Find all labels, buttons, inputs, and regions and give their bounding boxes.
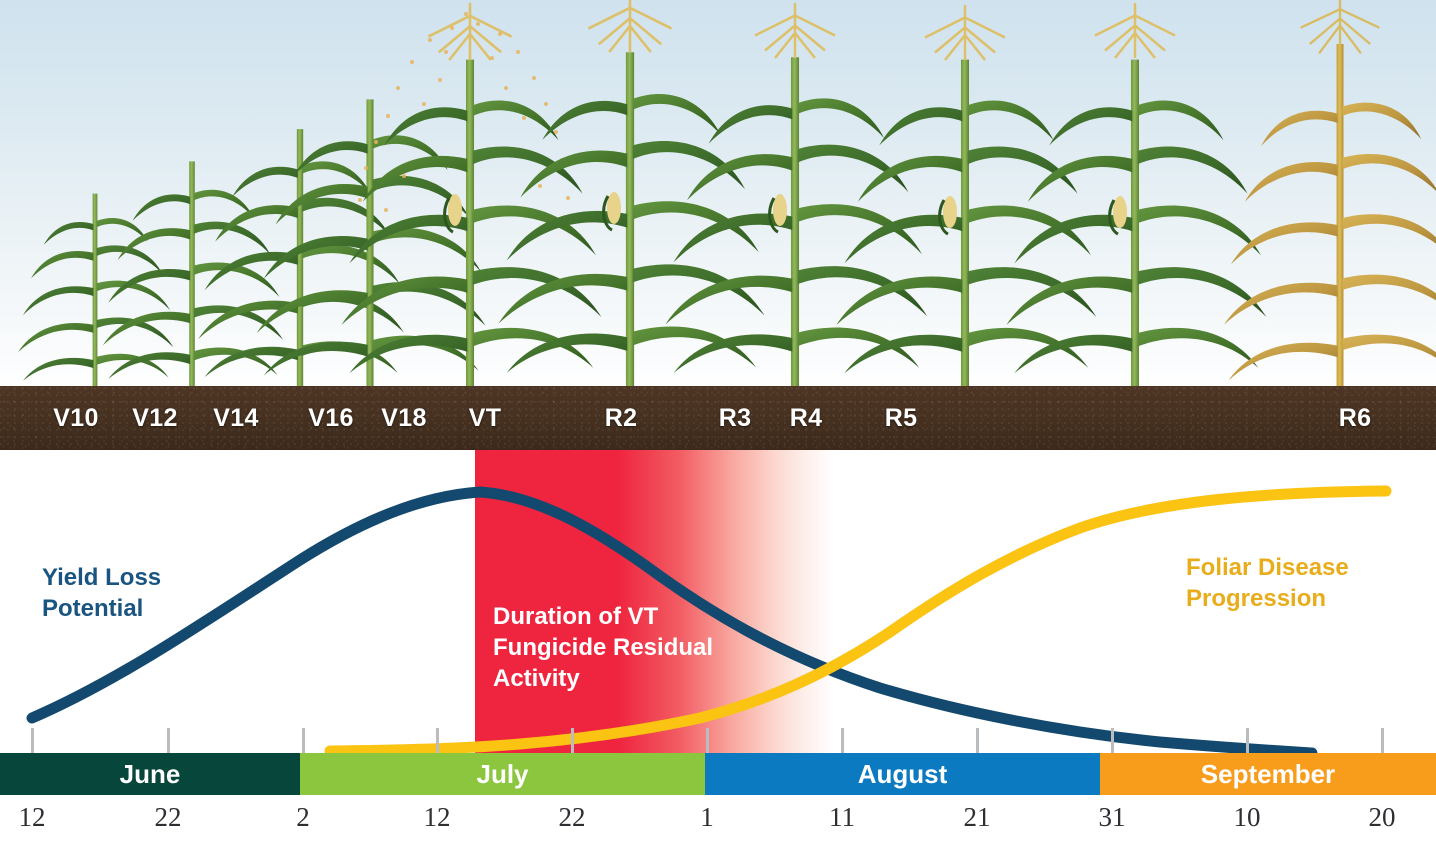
yield-loss-curve <box>26 486 1318 753</box>
date-label: 20 <box>1368 802 1396 832</box>
soil-band <box>0 386 1436 450</box>
corn-plant-v10 <box>18 193 174 392</box>
axis-tick <box>31 728 34 753</box>
foliar-disease-curve <box>324 485 1392 753</box>
corn-plant-v18-vt <box>341 1 602 392</box>
stage-label-v16: V16 <box>308 404 354 432</box>
date-label: 22 <box>558 802 586 832</box>
stage-label-r4: R4 <box>789 404 823 432</box>
stage-label-r5: R5 <box>884 404 918 432</box>
corn-plant-v16 <box>256 99 486 392</box>
axis-tick <box>167 728 170 753</box>
month-july: July <box>300 753 705 795</box>
month-august: August <box>705 753 1100 795</box>
date-label: 10 <box>1233 802 1261 832</box>
axis-tick <box>571 728 574 753</box>
date-label: 31 <box>1098 802 1126 832</box>
axis-tick <box>302 728 305 753</box>
stage-label-v10: V10 <box>53 404 99 432</box>
axis-tick <box>706 728 709 753</box>
month-bar: June July August September <box>0 753 1436 795</box>
corn-plant-r6-senesced <box>1222 0 1436 392</box>
axis-tick <box>436 728 439 753</box>
axis-tick <box>1381 728 1384 753</box>
stage-label-v18: V18 <box>381 404 427 432</box>
date-label: 22 <box>154 802 182 832</box>
date-axis: 12 22 2 12 22 1 11 21 31 10 20 <box>0 795 1436 853</box>
date-label: 1 <box>700 802 714 832</box>
corn-plant-r4 <box>836 3 1097 392</box>
corn-plant-r5 <box>1006 1 1267 392</box>
residual-activity-annotation: Duration of VT Fungicide Residual Activi… <box>493 603 714 692</box>
stage-label-r2: R2 <box>604 404 638 432</box>
yield-loss-annotation: Yield Loss Potential <box>42 564 162 622</box>
stage-label-vt: VT <box>468 404 502 432</box>
month-september: September <box>1100 753 1436 795</box>
axis-tick <box>976 728 979 753</box>
stage-label-r3: R3 <box>718 404 752 432</box>
axis-tick <box>841 728 844 753</box>
stage-label-r6: R6 <box>1338 404 1372 432</box>
curve-lines <box>26 485 1392 753</box>
date-label: 12 <box>423 802 451 832</box>
foliar-disease-annotation: Foliar Disease Progression <box>1186 554 1349 612</box>
stage-label-v14: V14 <box>213 404 259 432</box>
date-label: 2 <box>296 802 310 832</box>
month-june: June <box>0 753 300 795</box>
corn-plant-illustrations <box>18 0 1436 392</box>
axis-tick <box>1111 728 1114 753</box>
curve-chart-area <box>0 450 1436 753</box>
date-label: 11 <box>829 802 855 832</box>
axis-tick-group <box>0 728 1436 753</box>
axis-tick <box>1246 728 1249 753</box>
stage-label-v12: V12 <box>132 404 178 432</box>
date-label: 12 <box>18 802 46 832</box>
sky-background <box>0 0 1436 392</box>
date-label: 21 <box>963 802 991 832</box>
